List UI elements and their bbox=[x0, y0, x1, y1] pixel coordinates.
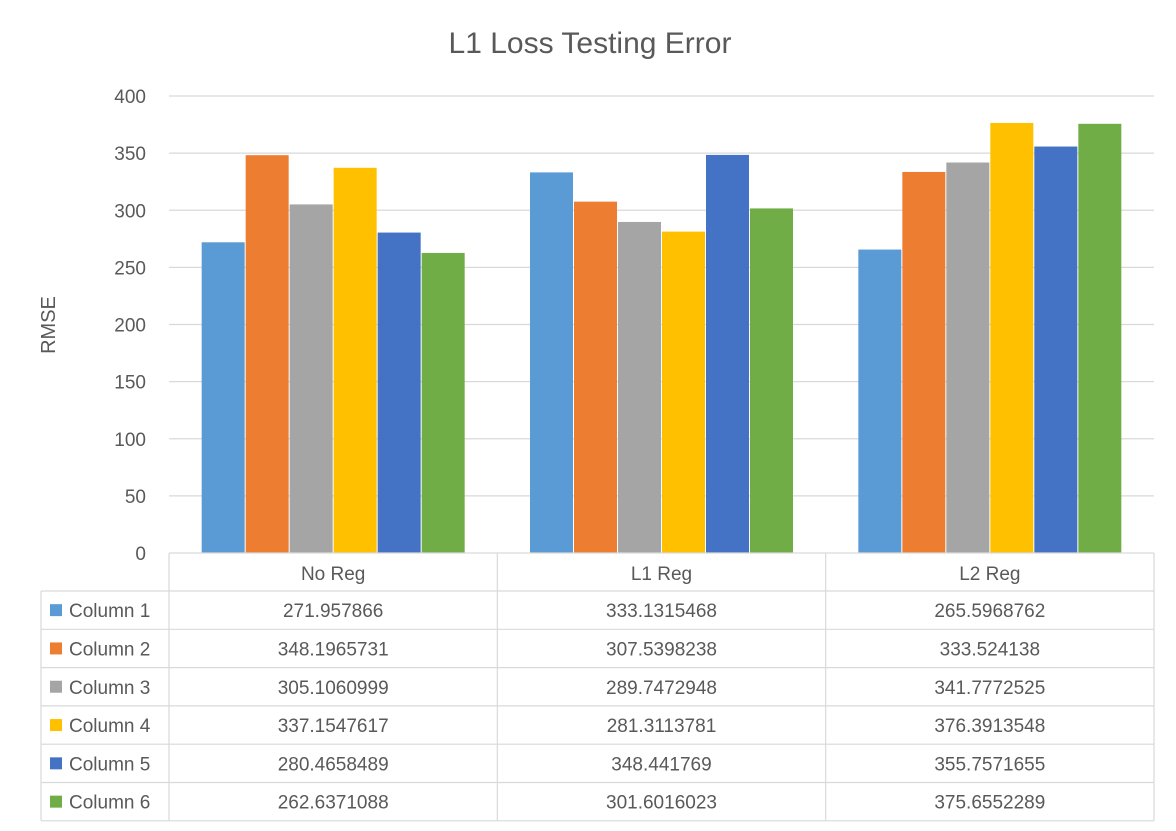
legend-entry: Column 4 bbox=[69, 716, 151, 737]
legend-swatch bbox=[50, 757, 62, 770]
bar bbox=[201, 242, 245, 553]
bars bbox=[201, 122, 1122, 554]
legend-swatch bbox=[50, 642, 62, 655]
bar bbox=[530, 172, 573, 553]
y-tick-label: 400 bbox=[114, 87, 146, 108]
legend-entry: Column 5 bbox=[69, 754, 150, 775]
bar bbox=[333, 167, 377, 553]
bar bbox=[990, 122, 1034, 554]
bar bbox=[946, 162, 990, 554]
bar bbox=[902, 171, 946, 553]
bar bbox=[618, 221, 661, 553]
data-label: 307.5398238 bbox=[606, 639, 717, 660]
data-label: 281.3113781 bbox=[607, 716, 717, 737]
data-label: 301.6016023 bbox=[606, 793, 717, 814]
legend-entry: Column 6 bbox=[69, 793, 150, 814]
y-tick-label: 300 bbox=[114, 201, 146, 222]
x-tick-label: L2 Reg bbox=[959, 564, 1020, 585]
bar bbox=[289, 204, 333, 554]
gridlines bbox=[169, 95, 1154, 497]
data-label: 355.7571655 bbox=[934, 754, 1045, 775]
data-label: 289.7472948 bbox=[606, 678, 717, 699]
y-axis-ticks: 0 50 100 150 200 250 300 350 400 bbox=[114, 87, 146, 565]
data-label: 333.524138 bbox=[940, 639, 1040, 660]
bar bbox=[1078, 123, 1122, 553]
legend-entry: Column 3 bbox=[69, 678, 150, 699]
y-tick-label: 0 bbox=[135, 544, 146, 565]
data-label: 333.1315468 bbox=[606, 601, 717, 622]
data-label: 305.1060999 bbox=[278, 678, 389, 699]
data-label: 375.6552289 bbox=[934, 793, 1045, 814]
y-tick-label: 350 bbox=[114, 144, 146, 165]
legend-entry: Column 2 bbox=[69, 639, 150, 660]
bar bbox=[750, 208, 793, 553]
y-axis-label: RMSE bbox=[38, 296, 60, 354]
data-label: 376.3913548 bbox=[934, 716, 1045, 737]
data-label: 280.4658489 bbox=[278, 754, 389, 775]
y-tick-label: 150 bbox=[114, 373, 146, 394]
bar bbox=[245, 155, 289, 553]
legend-entry: Column 1 bbox=[69, 601, 150, 622]
data-label: 341.7772525 bbox=[934, 678, 1045, 699]
data-label: 348.1965731 bbox=[278, 639, 389, 660]
x-tick-label: No Reg bbox=[301, 564, 365, 585]
legend-swatch bbox=[50, 795, 62, 808]
x-tick-label: L1 Reg bbox=[631, 564, 692, 585]
y-tick-label: 250 bbox=[114, 258, 146, 279]
legend-swatch bbox=[50, 719, 62, 732]
data-label: 262.6371088 bbox=[278, 793, 389, 814]
legend-swatch bbox=[50, 680, 62, 693]
y-tick-label: 100 bbox=[114, 430, 146, 451]
chart-title: L1 Loss Testing Error bbox=[449, 27, 732, 60]
bar bbox=[662, 231, 705, 553]
data-label: 265.5968762 bbox=[934, 601, 1045, 622]
data-label: 348.441769 bbox=[611, 754, 711, 775]
data-label: 337.1547617 bbox=[278, 716, 389, 737]
bar bbox=[1034, 146, 1078, 554]
bar bbox=[421, 252, 465, 553]
y-tick-label: 200 bbox=[114, 316, 146, 337]
legend-swatch bbox=[50, 604, 62, 617]
data-table: No Reg L1 Reg L2 Reg Column 1 271.957866 333.… bbox=[40, 552, 1155, 822]
bar bbox=[377, 232, 421, 554]
data-label: 271.957866 bbox=[283, 601, 383, 622]
y-tick-label: 50 bbox=[125, 487, 146, 508]
bar bbox=[858, 249, 902, 553]
bar bbox=[706, 154, 749, 553]
bar bbox=[574, 201, 617, 554]
